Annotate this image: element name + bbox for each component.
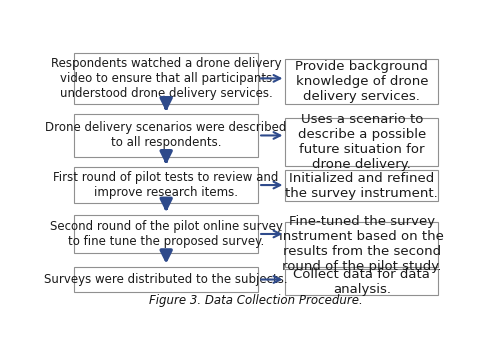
Text: Fine-tuned the survey
instrument based on the
results from the second
round of t: Fine-tuned the survey instrument based o… xyxy=(280,215,444,273)
Text: Surveys were distributed to the subjects.: Surveys were distributed to the subjects… xyxy=(44,273,288,286)
Text: Respondents watched a drone delivery
video to ensure that all participants
under: Respondents watched a drone delivery vid… xyxy=(51,57,282,100)
FancyBboxPatch shape xyxy=(74,114,258,156)
FancyBboxPatch shape xyxy=(74,167,258,203)
FancyBboxPatch shape xyxy=(74,53,258,103)
FancyBboxPatch shape xyxy=(74,215,258,253)
Text: First round of pilot tests to review and
improve research items.: First round of pilot tests to review and… xyxy=(54,171,279,199)
FancyBboxPatch shape xyxy=(286,59,438,103)
Text: Provide background
knowledge of drone
delivery services.: Provide background knowledge of drone de… xyxy=(296,60,428,103)
FancyBboxPatch shape xyxy=(74,267,258,292)
Text: Drone delivery scenarios were described
to all respondents.: Drone delivery scenarios were described … xyxy=(46,121,287,149)
FancyBboxPatch shape xyxy=(286,170,438,201)
Text: Figure 3. Data Collection Procedure.: Figure 3. Data Collection Procedure. xyxy=(150,294,363,307)
FancyBboxPatch shape xyxy=(286,222,438,267)
Text: Uses a scenario to
describe a possible
future situation for
drone delivery.: Uses a scenario to describe a possible f… xyxy=(298,113,426,171)
FancyBboxPatch shape xyxy=(286,119,438,166)
Text: Initialized and refined
the survey instrument.: Initialized and refined the survey instr… xyxy=(286,172,438,200)
FancyBboxPatch shape xyxy=(286,269,438,295)
Text: Second round of the pilot online survey
to fine tune the proposed survey.: Second round of the pilot online survey … xyxy=(50,220,282,248)
Text: Collect data for data
analysis.: Collect data for data analysis. xyxy=(294,268,430,296)
